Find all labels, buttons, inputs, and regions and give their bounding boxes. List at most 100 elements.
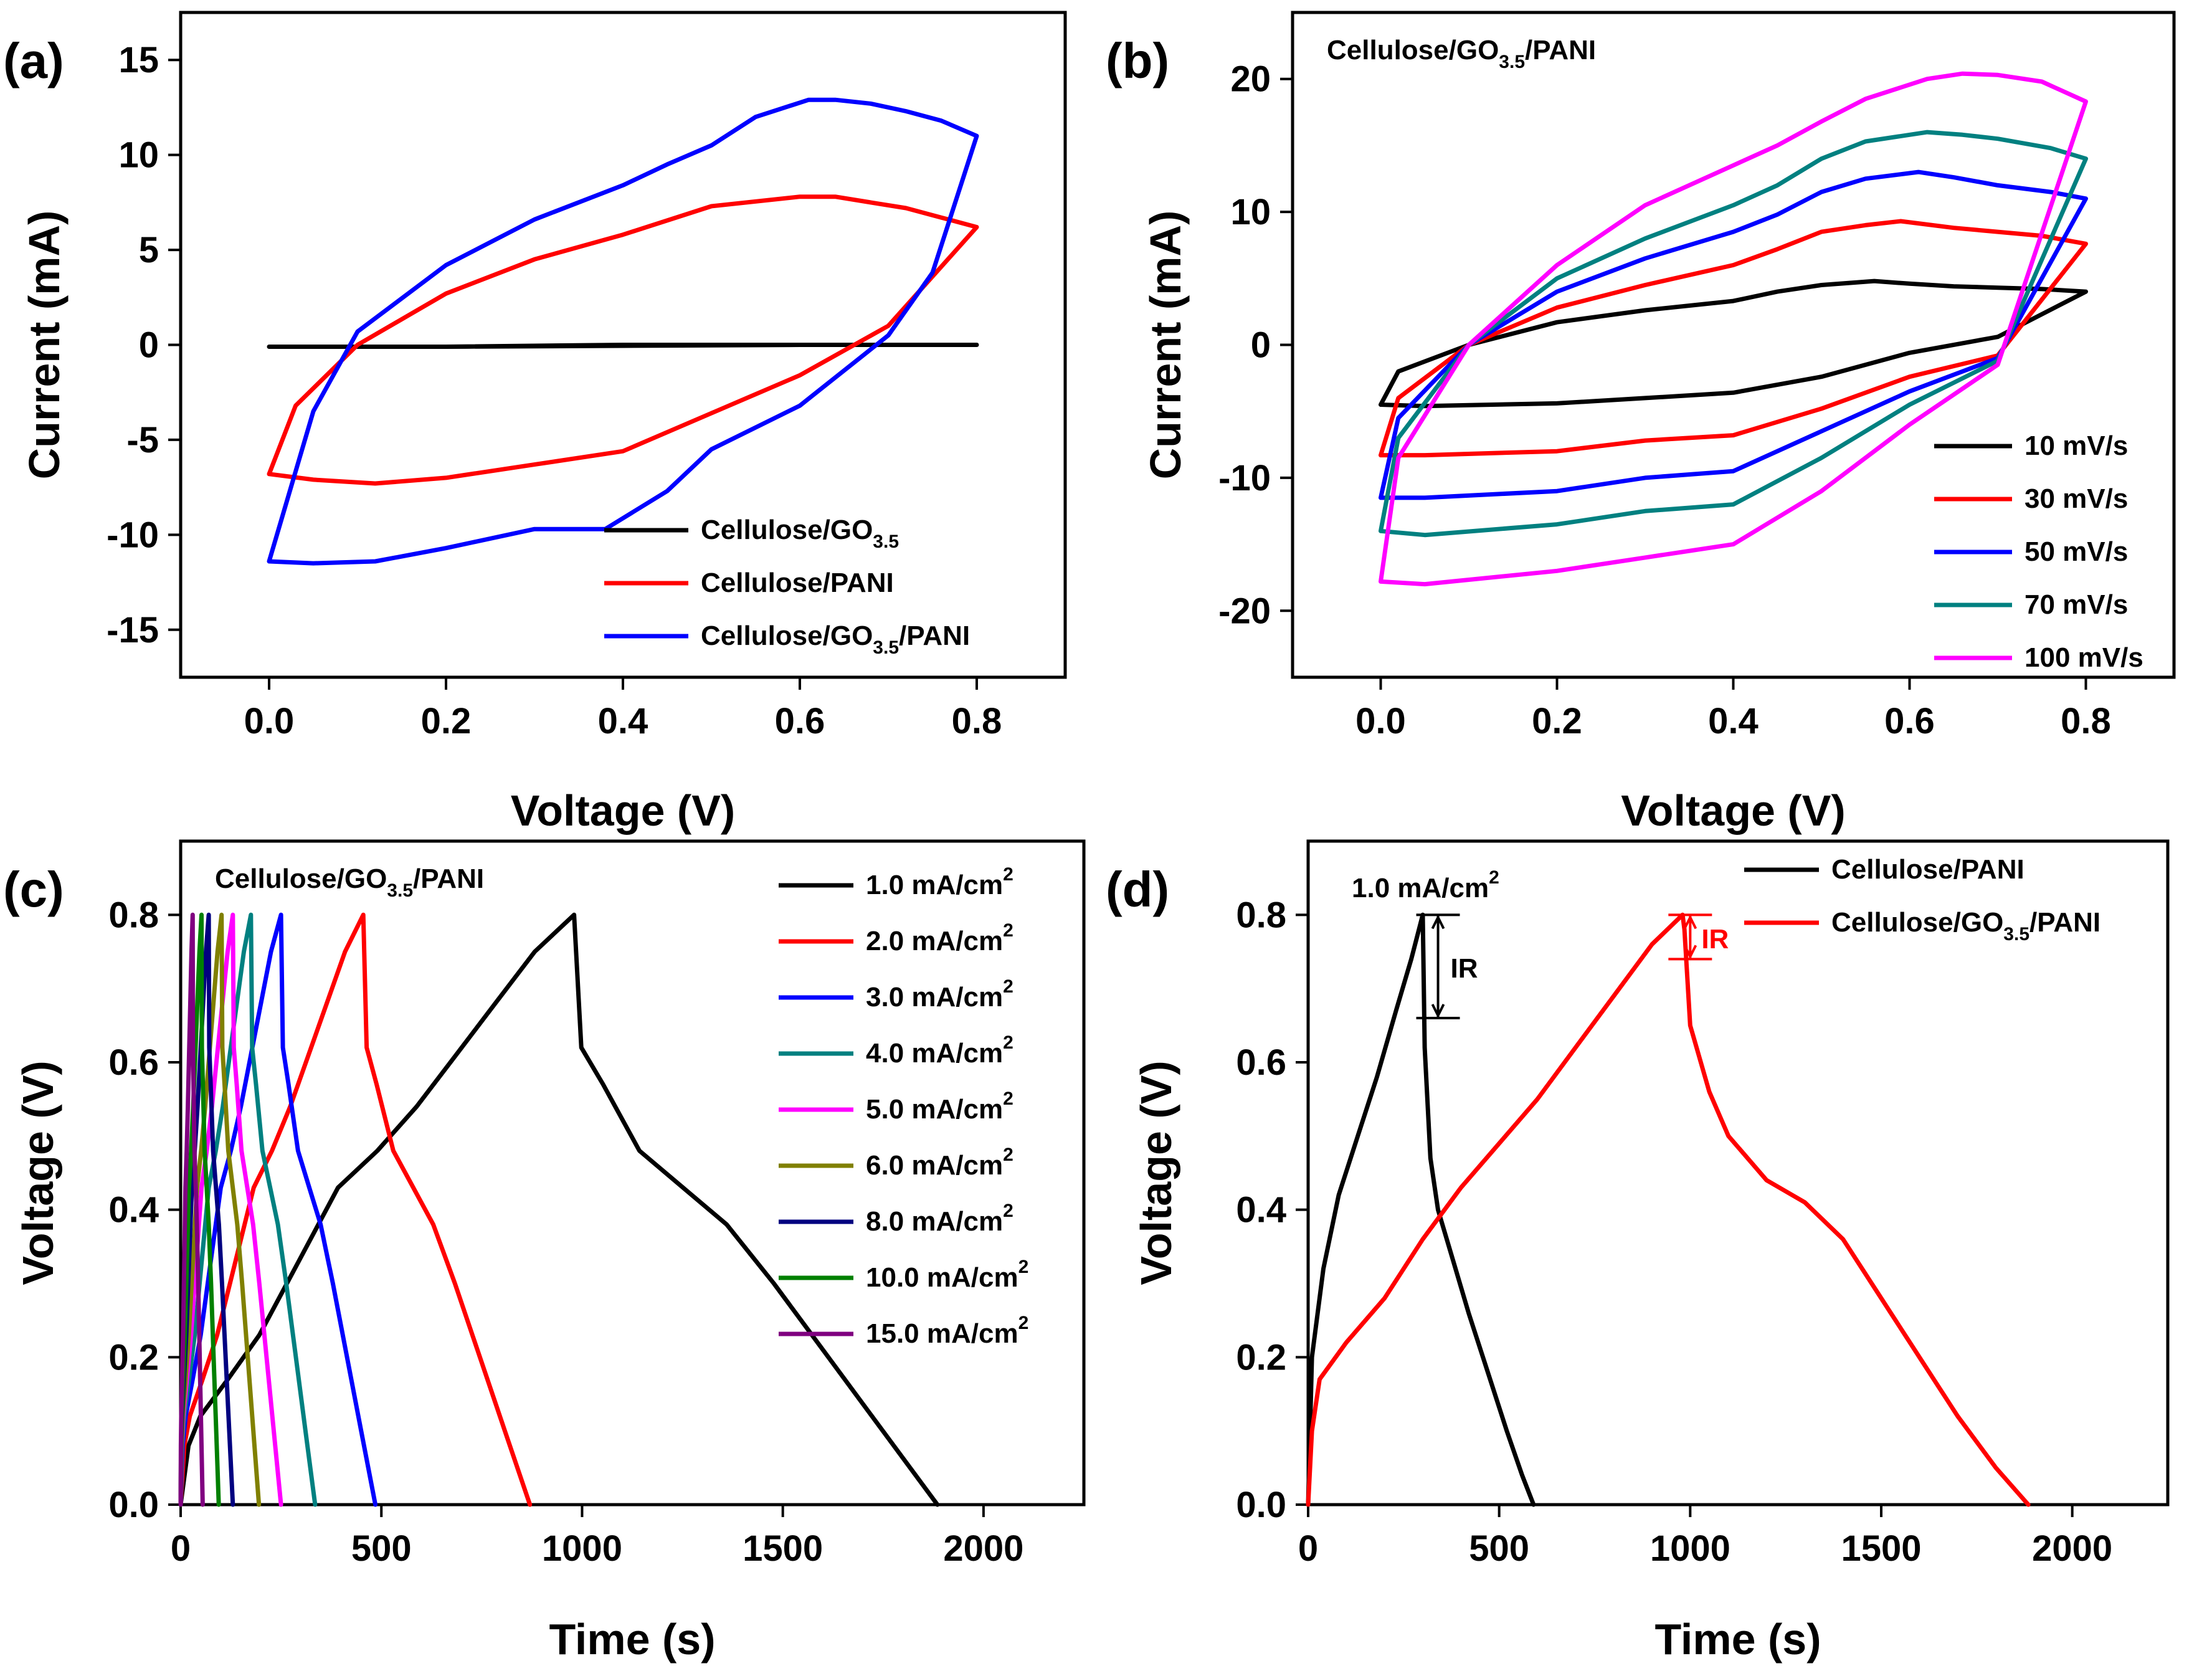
y-tick-label: 0.4 [108,1190,159,1231]
y-tick-label: -10 [107,515,159,555]
x-tick-label: 0.2 [421,701,472,741]
x-tick-label: 500 [351,1528,412,1569]
legend-entry: Cellulose/PANI [1831,854,2025,885]
cv-curve-100-mv-s [1379,71,2088,587]
gcd-curve-cellulose-pani [1306,912,1536,1507]
x-tick-label: 0.2 [1532,701,1582,741]
y-tick-label: -15 [107,610,159,650]
legend-entry: 100 mV/s [2025,642,2143,673]
y-tick-label: 0 [139,325,159,366]
gcd-curve-4-0-ma-cm2 [178,912,318,1507]
y-axis-title: Current (mA) [20,211,69,480]
cv-curve-10-mv-s [1379,278,2088,409]
x-tick-label: 0.6 [775,701,825,741]
y-tick-label: 15 [118,40,159,80]
y-tick-label: 0 [1251,325,1271,366]
ir-label: IR [1701,924,1729,955]
y-tick-label: -10 [1218,458,1271,498]
y-tick-label: 0.2 [108,1337,159,1378]
gcd-curve-15-0-ma-cm2 [178,912,205,1507]
y-tick-label: -5 [126,420,159,460]
cv-curve-50-mv-s [1379,169,2088,500]
panel-c-gcd-current-densities: 0 500 1000 1500 2000 0.0 0.2 0.4 0.6 0.8 Cellulose… [3,839,1086,1664]
x-tick-label: 1000 [1650,1528,1730,1569]
panel-b-cv-scan-rates: 0.0 0.2 0.4 0.6 0.8 -20 -10 0 10 20 Cellulose/GO3.… [1106,11,2176,835]
legend-entry: Cellulose/GO3.5 [701,515,899,552]
x-axis-title: Voltage (V) [1621,786,1845,835]
x-axis-title: Time (s) [1654,1615,1821,1664]
panel-label: (c) [3,862,64,917]
gcd-curve-1-0-ma-cm2 [178,912,940,1507]
legend-entry: Cellulose/PANI [701,568,894,598]
legend-entry: 6.0 mA/cm2 [866,1145,1013,1181]
chart-title: 1.0 mA/cm2 [1352,867,1499,903]
x-axis-title: Time (s) [549,1615,715,1664]
gcd-curve-3-0-ma-cm2 [178,912,378,1507]
legend-entry: Cellulose/GO3.5/PANI [701,621,970,658]
panel-d-gcd-comparison: 0 500 1000 1500 2000 0.0 0.2 0.4 0.6 0.8 IR IR 1.0 m… [1106,839,2170,1664]
y-tick-label: 0.2 [1236,1337,1286,1378]
legend-entry: 15.0 mA/cm2 [866,1313,1028,1349]
x-axis-title: Voltage (V) [511,786,735,835]
panel-label: (d) [1106,862,1169,917]
x-tick-label: 0.8 [2061,701,2111,741]
legend-entry: 30 mV/s [2025,483,2128,514]
y-tick-label: 0.4 [1236,1190,1286,1231]
y-tick-label: 0.0 [108,1485,159,1525]
x-tick-label: 1500 [743,1528,823,1569]
x-tick-label: 0.8 [952,701,1002,741]
plot-frame [1306,839,2170,1507]
gcd-curve-2-0-ma-cm2 [178,912,533,1507]
y-axis-title: Voltage (V) [1132,1060,1180,1285]
cv-curve-70-mv-s [1379,130,2088,538]
ir-arrow-up [1683,914,1697,930]
y-tick-label: 0.6 [108,1042,159,1083]
ir-arrow-down [1683,945,1697,959]
x-tick-label: 500 [1469,1528,1529,1569]
x-tick-label: 0.0 [244,701,295,741]
panel-a-cv-comparison: 0.0 0.2 0.4 0.6 0.8 -15 -10 -5 0 5 10 15 Cellulose/G… [3,11,1067,835]
y-tick-label: 5 [139,230,159,270]
legend-entry: 4.0 mA/cm2 [866,1032,1013,1069]
x-tick-label: 2000 [2032,1528,2112,1569]
y-tick-label: 0.8 [108,895,159,935]
x-tick-label: 0.6 [1884,701,1935,741]
x-tick-label: 0 [1298,1528,1318,1569]
x-tick-label: 0.4 [1708,701,1759,741]
ir-label: IR [1451,953,1478,984]
y-axis-title: Voltage (V) [14,1060,62,1285]
cv-curve-cellulose-go3-5-pani [267,97,979,566]
legend-entry: 8.0 mA/cm2 [866,1201,1013,1237]
legend-entry: 70 mV/s [2025,589,2128,620]
y-tick-label: 0.0 [1236,1485,1286,1525]
x-tick-label: 1000 [542,1528,622,1569]
x-tick-label: 2000 [943,1528,1023,1569]
x-tick-label: 0 [171,1528,191,1569]
y-tick-label: 10 [118,135,159,176]
x-tick-label: 1500 [1841,1528,1921,1569]
legend-entry: 10.0 mA/cm2 [866,1257,1028,1293]
plot-frame [179,839,1086,1507]
x-tick-label: 0.0 [1355,701,1406,741]
cv-curve-30-mv-s [1379,219,2088,458]
cv-curve-cellulose-go3-5 [267,343,979,349]
legend-entry: 3.0 mA/cm2 [866,976,1013,1012]
panel-label: (a) [3,33,64,88]
legend-entry: 2.0 mA/cm2 [866,920,1013,956]
legend-entry: 10 mV/s [2025,431,2128,461]
x-tick-label: 0.4 [598,701,648,741]
y-tick-label: -20 [1218,591,1271,631]
ir-arrow-down [1431,1004,1445,1019]
legend-entry: 50 mV/s [2025,536,2128,567]
y-tick-label: 0.8 [1236,895,1286,935]
cv-curve-cellulose-pani [267,194,979,486]
y-tick-label: 10 [1230,192,1271,232]
y-axis-title: Current (mA) [1141,211,1190,480]
chart-title: Cellulose/GO3.5/PANI [215,864,484,901]
legend-entry: 5.0 mA/cm2 [866,1088,1013,1125]
legend-entry: Cellulose/GO3.5/PANI [1831,907,2100,945]
y-tick-label: 20 [1230,59,1271,100]
legend-entry: 1.0 mA/cm2 [866,864,1013,900]
